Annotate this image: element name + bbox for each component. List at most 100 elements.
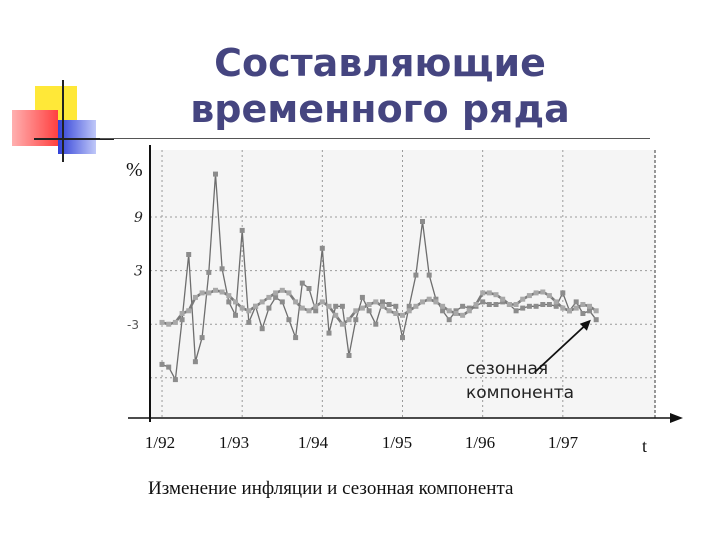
series-1-point <box>433 299 439 305</box>
series-1-point <box>206 290 212 296</box>
series-1-point <box>313 303 319 309</box>
series-1-point <box>219 289 225 295</box>
series-1-point <box>573 305 579 311</box>
series-1-point <box>420 299 425 305</box>
series-1-point <box>546 293 552 299</box>
series-1-point <box>159 319 165 325</box>
slide-title: Составляющие временного ряда <box>170 40 590 132</box>
series-0-point <box>573 299 579 305</box>
series-0-point <box>546 302 552 307</box>
series-0-point <box>480 299 486 305</box>
series-1-point <box>426 296 432 302</box>
title-underline <box>100 138 650 139</box>
series-1-point <box>453 311 459 316</box>
series-1-point <box>473 302 479 307</box>
series-0-point <box>246 319 252 325</box>
series-1-point <box>406 308 412 314</box>
axes <box>128 145 683 423</box>
series-1-point <box>380 303 385 309</box>
series-1-point <box>233 299 238 305</box>
y-axis-label: % <box>126 159 143 181</box>
annotation: сезонная компонента <box>466 319 591 403</box>
series-0-point <box>466 305 472 311</box>
series-0-point <box>406 303 412 309</box>
series-0-point <box>299 280 305 286</box>
series-1-point <box>192 294 198 300</box>
series-0-point <box>233 312 238 318</box>
annotation-text-line-1: сезонная <box>466 359 548 379</box>
plot-background <box>150 150 655 418</box>
series-1-point <box>413 303 419 309</box>
x-axis-arrow <box>670 413 683 423</box>
series-0-point <box>400 335 405 341</box>
series-1-point <box>239 305 245 311</box>
series-1-point <box>333 312 339 318</box>
series-0-point <box>433 296 439 302</box>
series-0-point <box>166 364 172 370</box>
series-1-point <box>299 305 305 311</box>
series-0-point <box>386 302 392 307</box>
series-1-point <box>580 302 586 307</box>
series-0-point <box>533 303 539 309</box>
chart-caption: Изменение инфляции и сезонная компонента <box>148 478 514 499</box>
series-1-point <box>446 308 452 314</box>
series-0-point <box>353 317 359 323</box>
series-0-point <box>186 252 192 257</box>
series-0-point <box>380 299 385 305</box>
series-1-point <box>266 294 272 300</box>
series-1-point <box>339 321 345 327</box>
y-tick-label: 9 <box>134 210 143 226</box>
series-0-point <box>286 317 292 323</box>
series-1-point <box>386 308 392 314</box>
series-0-point <box>213 171 218 177</box>
series-0-point <box>373 321 379 327</box>
series-0-point <box>593 317 599 323</box>
series-0-point <box>313 308 319 314</box>
series-0-point <box>526 303 532 309</box>
series-1-point <box>480 290 486 296</box>
series-0-point <box>393 303 399 309</box>
series-1-point <box>319 299 325 305</box>
series-0-point <box>273 294 279 300</box>
decor-red-square <box>12 110 58 146</box>
series-1-point <box>587 303 592 309</box>
series-1-point <box>172 319 178 325</box>
series-1-point <box>253 303 259 309</box>
x-axis-label: t <box>642 436 647 456</box>
series-1-point <box>400 312 405 318</box>
x-tick-label: 1/96 <box>465 433 495 452</box>
series-1-point <box>199 290 205 296</box>
series-1-point <box>213 287 218 293</box>
series-0-point <box>339 303 345 309</box>
series-0-point <box>179 317 185 323</box>
series-0-point <box>540 302 546 307</box>
series-0-point <box>520 305 526 311</box>
series-0-point <box>206 269 212 275</box>
series-0-point <box>366 308 372 314</box>
series-1-point <box>533 290 539 296</box>
series-0-point <box>446 317 452 323</box>
series-1-point <box>373 299 379 305</box>
series-1-point <box>246 308 252 314</box>
series-0-point <box>172 377 178 383</box>
series-0-point <box>219 266 225 272</box>
series-1-point <box>306 308 312 314</box>
series-1-point <box>513 302 519 307</box>
series-0-point <box>192 359 198 365</box>
annotation-text-line-2: компонента <box>466 383 574 403</box>
y-tick-label: 3 <box>134 264 143 280</box>
tick-labels: 9 3 -3% 1/92 1/93 1/94 1/95 1/96 1/97 t <box>126 159 647 456</box>
series-1-point <box>520 296 526 302</box>
series-1-point <box>286 290 292 296</box>
series-1-point <box>259 299 265 305</box>
series-0-point <box>279 299 285 305</box>
series-0-point <box>420 219 425 224</box>
series-1-point <box>460 312 466 318</box>
x-tick-label: 1/95 <box>382 433 412 452</box>
x-tick-label: 1/94 <box>298 433 329 452</box>
series-0-point <box>326 330 332 336</box>
series-1-point <box>466 308 472 314</box>
series-0-point <box>259 326 265 332</box>
series-0-point <box>199 335 205 341</box>
series-0-point <box>413 272 419 278</box>
